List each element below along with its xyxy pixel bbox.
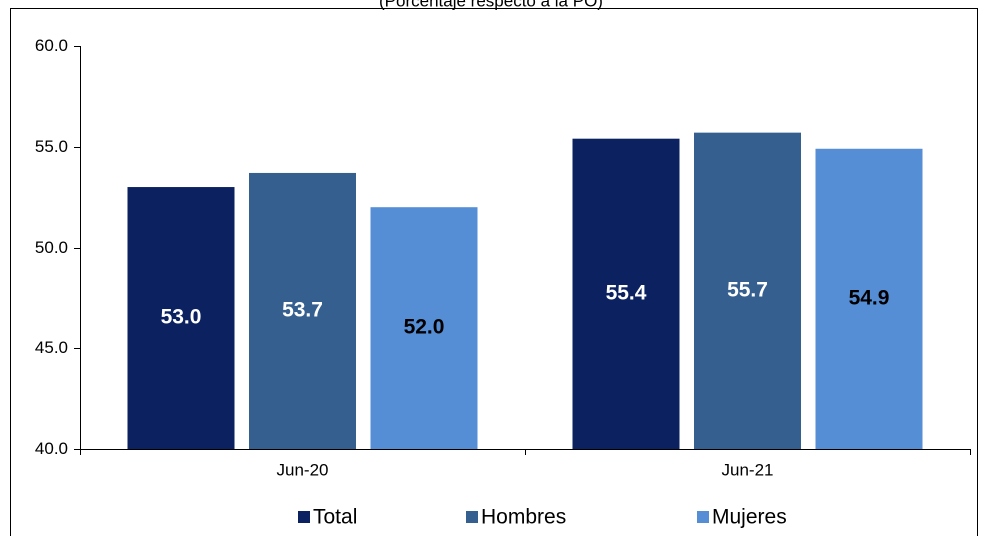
x-tick-label: Jun-21 [722,460,774,479]
bar [370,207,478,449]
bar [127,187,235,450]
value-label: 53.0 [161,306,202,329]
legend-swatch [466,511,478,523]
legend-label: Mujeres [712,506,787,529]
value-label: 55.7 [727,278,768,301]
chart-frame [10,8,978,536]
y-tick-label: 50.0 [35,238,68,257]
legend-label: Hombres [481,506,566,529]
legend-swatch [298,511,310,523]
value-label: 53.7 [282,299,323,322]
value-label: 55.4 [606,281,647,304]
legend-swatch [697,511,709,523]
value-label: 52.0 [404,316,445,339]
bar [815,148,923,449]
value-label: 54.9 [849,286,890,309]
y-tick-label: 60.0 [35,36,68,55]
chart-subtitle: (Porcentaje respecto a la PO) [379,0,603,10]
y-tick-label: 45.0 [35,338,68,357]
y-tick-label: 40.0 [35,439,68,458]
y-tick-label: 55.0 [35,137,68,156]
bar [572,138,680,449]
legend-label: Total [313,506,357,529]
bar [694,132,801,449]
bar [249,172,356,449]
x-tick-label: Jun-20 [277,460,329,479]
